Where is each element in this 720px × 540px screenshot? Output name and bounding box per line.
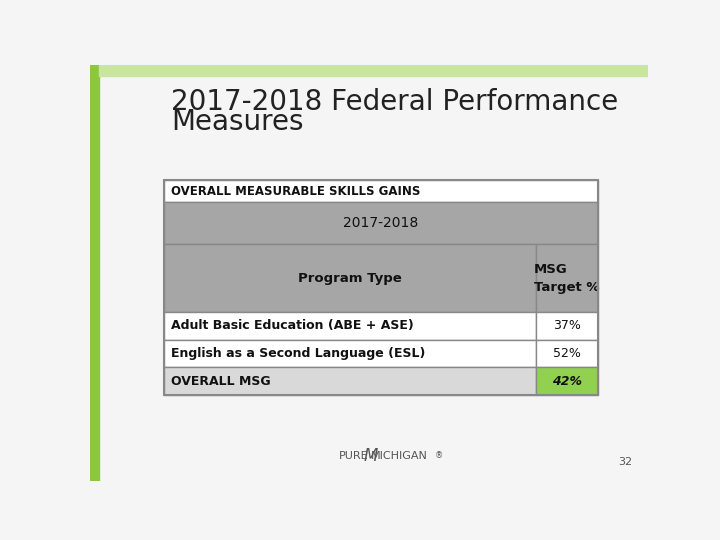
Text: ®: ® [435, 451, 443, 461]
Text: OVERALL MEASURABLE SKILLS GAINS: OVERALL MEASURABLE SKILLS GAINS [171, 185, 420, 198]
Text: MICHIGAN: MICHIGAN [372, 451, 428, 461]
Text: 32: 32 [618, 457, 632, 467]
Bar [163, 180, 598, 202]
Bar [536, 312, 598, 340]
Bar [536, 244, 598, 312]
Text: Measures: Measures [171, 108, 304, 136]
Bar [536, 340, 598, 367]
Text: 2017-2018: 2017-2018 [343, 216, 418, 230]
Text: PURE: PURE [339, 451, 369, 461]
Bar [163, 312, 536, 340]
Bar [163, 340, 536, 367]
Text: Μ: Μ [364, 447, 378, 465]
Bar [163, 202, 598, 244]
Text: Adult Basic Education (ABE + ASE): Adult Basic Education (ABE + ASE) [171, 319, 414, 332]
Text: English as a Second Language (ESL): English as a Second Language (ESL) [171, 347, 426, 360]
Text: 2017-2018 Federal Performance: 2017-2018 Federal Performance [171, 88, 618, 116]
Bar [163, 367, 536, 395]
Text: OVERALL MSG: OVERALL MSG [171, 375, 271, 388]
Bar [163, 244, 536, 312]
Text: 37%: 37% [553, 319, 580, 332]
Text: MSG
Target %: MSG Target % [534, 262, 599, 294]
Bar [90, 65, 99, 481]
Text: Program Type: Program Type [298, 272, 402, 285]
Bar [163, 180, 598, 395]
Text: 42%: 42% [552, 375, 582, 388]
Bar [99, 65, 648, 76]
Text: 52%: 52% [553, 347, 580, 360]
Bar [536, 367, 598, 395]
